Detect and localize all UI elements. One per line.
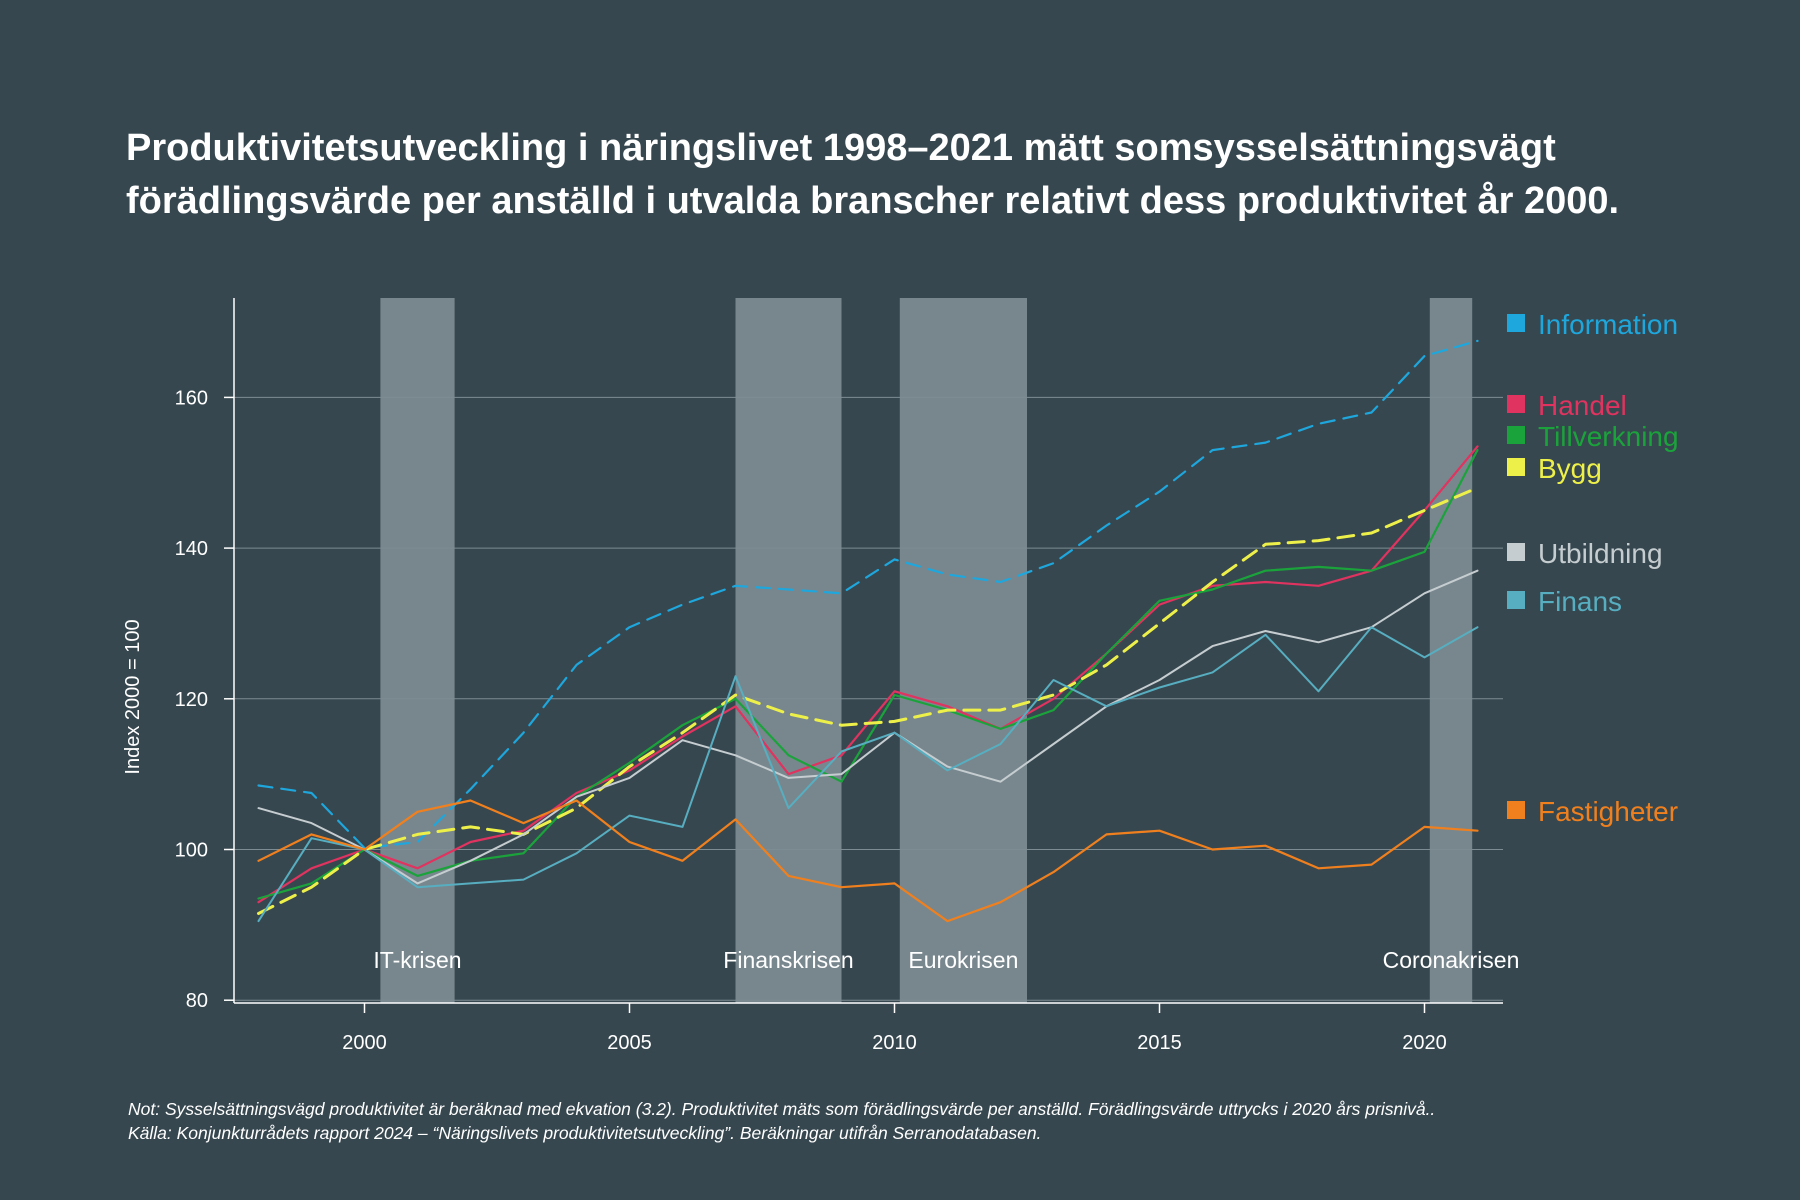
crisis-labels: IT-krisen Finanskrisen Eurokrisen Coronakri… bbox=[373, 947, 1519, 973]
y-tick-label-160: 160 bbox=[175, 387, 208, 409]
legend-item-utbildning: Utbildning bbox=[1507, 538, 1663, 569]
y-tick-label-140: 140 bbox=[175, 538, 208, 560]
crisis-band-1 bbox=[380, 298, 455, 1003]
gridlines bbox=[234, 396, 1503, 1001]
legend-swatch-handel bbox=[1507, 395, 1525, 413]
x-tick-label-2010: 2010 bbox=[872, 1032, 917, 1054]
crisis-label-1: IT-krisen bbox=[373, 947, 461, 973]
legend-label-tillverkning: Tillverkning bbox=[1538, 421, 1679, 452]
footnote-note: Not: Sysselsättningsvägd produktivitet ä… bbox=[128, 1099, 1435, 1119]
series-line-utbildning bbox=[257, 569, 1479, 885]
series-lines bbox=[257, 339, 1479, 923]
crisis-label-4: Coronakrisen bbox=[1383, 947, 1520, 973]
y-tick-label-80: 80 bbox=[186, 990, 208, 1012]
x-tick-label-2020: 2020 bbox=[1402, 1032, 1447, 1054]
y-tick-label-100: 100 bbox=[175, 840, 208, 862]
legend-swatch-information bbox=[1507, 314, 1525, 332]
crisis-bands bbox=[380, 298, 1473, 1003]
crisis-label-2: Finanskrisen bbox=[723, 947, 853, 973]
legend-swatch-tillverkning bbox=[1507, 426, 1525, 444]
y-axis-label: Index 2000 = 100 bbox=[122, 619, 144, 774]
legend-item-information: Information bbox=[1507, 309, 1678, 340]
legend-item-bygg: Bygg bbox=[1507, 453, 1602, 484]
chart-title-line-2: förädlingsvärde per anställd i utvalda b… bbox=[126, 180, 1619, 222]
x-tick-label-2005: 2005 bbox=[607, 1032, 652, 1054]
x-tick-label-2015: 2015 bbox=[1137, 1032, 1182, 1054]
crisis-label-3: Eurokrisen bbox=[908, 947, 1018, 973]
legend-label-bygg: Bygg bbox=[1538, 453, 1602, 484]
legend-item-handel: Handel bbox=[1507, 390, 1627, 421]
series-line-fastigheter bbox=[257, 799, 1479, 923]
series-line-finans bbox=[257, 626, 1479, 923]
legend-label-utbildning: Utbildning bbox=[1538, 538, 1663, 569]
x-tick-label-2000: 2000 bbox=[342, 1032, 387, 1054]
legend-swatch-utbildning bbox=[1507, 543, 1525, 561]
series-line-bygg bbox=[257, 486, 1479, 915]
footnote-source: Källa: Konjunkturrådets rapport 2024 – “… bbox=[128, 1123, 1041, 1143]
legend-swatch-fastigheter bbox=[1507, 801, 1525, 819]
series-line-tillverkning bbox=[257, 449, 1479, 900]
crisis-band-3 bbox=[899, 298, 1027, 1003]
series-line-information bbox=[257, 339, 1479, 850]
axes: 80 100 120 140 160 2000 2005 2010 2015 2020 bbox=[175, 298, 1503, 1054]
y-tick-label-120: 120 bbox=[175, 689, 208, 711]
chart-title-line-1: Produktivitetsutveckling i näringslivet … bbox=[126, 127, 1556, 169]
legend-label-finans: Finans bbox=[1538, 586, 1622, 617]
legend-label-handel: Handel bbox=[1538, 390, 1627, 421]
legend-label-fastigheter: Fastigheter bbox=[1538, 796, 1678, 827]
crisis-band-2 bbox=[735, 298, 842, 1003]
legend-item-fastigheter: Fastigheter bbox=[1507, 796, 1678, 827]
legend-item-tillverkning: Tillverkning bbox=[1507, 421, 1679, 452]
legend-item-finans: Finans bbox=[1507, 586, 1622, 617]
legend-label-information: Information bbox=[1538, 309, 1678, 340]
legend-swatch-bygg bbox=[1507, 458, 1525, 476]
legend-swatch-finans bbox=[1507, 591, 1525, 609]
